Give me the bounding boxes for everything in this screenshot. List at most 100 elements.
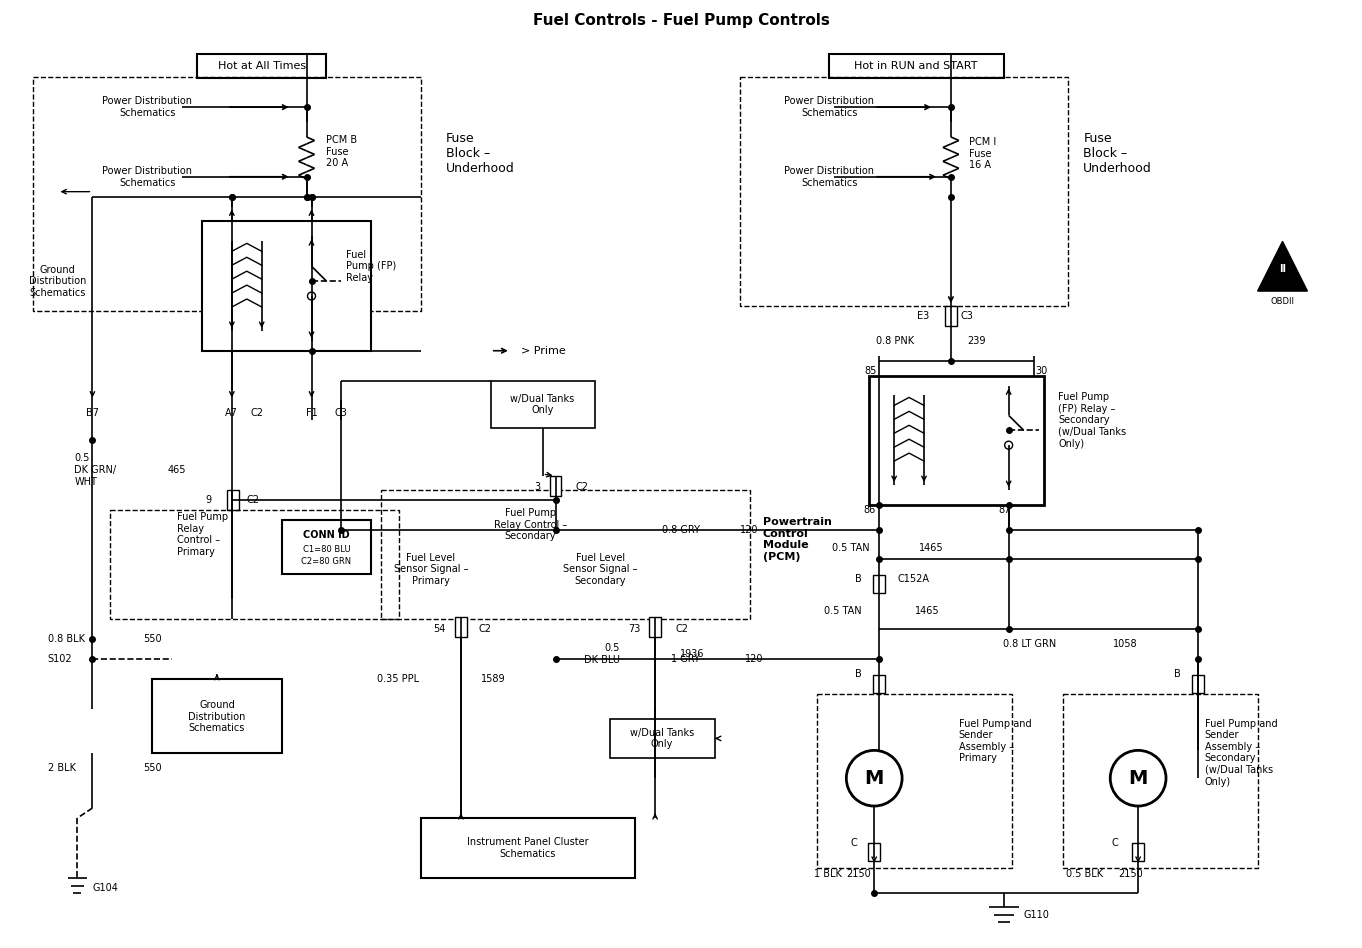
Text: C2: C2 [479, 624, 492, 634]
Text: 1589: 1589 [481, 674, 505, 684]
Text: C: C [850, 838, 857, 848]
Bar [873, 575, 885, 593]
Text: 86: 86 [864, 504, 876, 515]
Bar [110, 510, 399, 619]
Text: PCM I
Fuse
16 A: PCM I Fuse 16 A [968, 137, 996, 171]
Text: 1 GRY: 1 GRY [671, 654, 700, 664]
Text: C2: C2 [247, 495, 260, 505]
Text: > Prime: > Prime [520, 346, 565, 356]
Bar [817, 694, 1012, 867]
Text: 1465: 1465 [919, 542, 944, 553]
Text: Fuel Level
Sensor Signal –
Primary: Fuel Level Sensor Signal – Primary [394, 553, 469, 586]
Polygon shape [1257, 242, 1308, 291]
Text: S102: S102 [48, 654, 72, 664]
Text: C2: C2 [575, 482, 588, 492]
Bar [1192, 675, 1204, 693]
Text: 0.8 GRY: 0.8 GRY [662, 524, 700, 535]
Text: 1058: 1058 [1113, 639, 1137, 649]
Bar [202, 222, 372, 351]
Text: C2: C2 [251, 409, 263, 418]
Text: Fuel Pump and
Sender
Assembly –
Secondary
(w/Dual Tanks
Only): Fuel Pump and Sender Assembly – Secondar… [1205, 719, 1278, 787]
Text: II: II [1278, 266, 1287, 280]
Text: 0.5 BLK: 0.5 BLK [1066, 868, 1103, 879]
Bar [455, 617, 467, 637]
Bar [197, 54, 327, 79]
Text: C3: C3 [335, 409, 347, 418]
Text: M: M [1129, 769, 1148, 788]
Text: 0.5 TAN: 0.5 TAN [824, 606, 861, 616]
Bar [610, 719, 715, 758]
Text: B: B [854, 574, 861, 584]
Text: PCM B
Fuse
20 A: PCM B Fuse 20 A [327, 136, 358, 169]
Text: F1: F1 [305, 409, 317, 418]
Text: C152A: C152A [898, 574, 929, 584]
Text: Powertrain
Control
Module
(PCM): Powertrain Control Module (PCM) [763, 518, 832, 562]
Text: C2=80 GRN: C2=80 GRN [301, 557, 351, 566]
Text: II: II [1279, 266, 1286, 280]
Text: 87: 87 [998, 504, 1011, 515]
Bar [869, 375, 1043, 505]
Bar [227, 490, 238, 510]
Text: C1=80 BLU: C1=80 BLU [302, 545, 350, 554]
Bar [490, 380, 595, 428]
Text: 239: 239 [967, 336, 985, 346]
Text: M: M [865, 769, 884, 788]
Bar [381, 490, 749, 619]
Text: 465: 465 [168, 465, 187, 475]
Text: B7: B7 [86, 409, 99, 418]
Text: Power Distribution
Schematics: Power Distribution Schematics [102, 97, 192, 118]
Text: 0.8 BLK: 0.8 BLK [48, 634, 84, 644]
Text: Fuel
Pump (FP)
Relay: Fuel Pump (FP) Relay [346, 249, 396, 283]
Text: Instrument Panel Cluster
Schematics: Instrument Panel Cluster Schematics [467, 837, 588, 859]
Text: 120: 120 [740, 524, 759, 535]
Text: Power Distribution
Schematics: Power Distribution Schematics [785, 97, 874, 118]
Text: Fuel Level
Sensor Signal –
Secondary: Fuel Level Sensor Signal – Secondary [563, 553, 637, 586]
Text: 1 BLK: 1 BLK [814, 868, 842, 879]
Text: E3: E3 [917, 311, 929, 321]
Text: 0.8 PNK: 0.8 PNK [876, 336, 914, 346]
Bar [33, 78, 421, 311]
Text: B: B [854, 669, 861, 679]
Bar [650, 617, 661, 637]
Text: Fuel Pump and
Sender
Assembly –
Primary: Fuel Pump and Sender Assembly – Primary [959, 719, 1031, 763]
Text: w/Dual Tanks
Only: w/Dual Tanks Only [631, 728, 695, 749]
Text: Ground
Distribution
Schematics: Ground Distribution Schematics [29, 264, 86, 298]
Text: Power Distribution
Schematics: Power Distribution Schematics [785, 166, 874, 188]
Text: 54: 54 [433, 624, 445, 634]
Text: Ground
Distribution
Schematics: Ground Distribution Schematics [188, 700, 245, 733]
Bar [421, 818, 635, 878]
Text: Fuel Pump
Relay Control –
Secondary: Fuel Pump Relay Control – Secondary [494, 508, 567, 541]
Text: 2150: 2150 [1118, 868, 1143, 879]
Text: 1465: 1465 [915, 606, 940, 616]
Circle shape [846, 751, 902, 806]
Text: B: B [1174, 669, 1181, 679]
Text: 30: 30 [1035, 366, 1047, 375]
Text: Fuel Pump
(FP) Relay –
Secondary
(w/Dual Tanks
Only): Fuel Pump (FP) Relay – Secondary (w/Dual… [1058, 392, 1126, 448]
Bar [1064, 694, 1257, 867]
Text: 0.8 LT GRN: 0.8 LT GRN [1004, 639, 1057, 649]
Bar [873, 675, 885, 693]
Text: 550: 550 [143, 634, 162, 644]
Text: 2150: 2150 [846, 868, 872, 879]
Text: II: II [1279, 264, 1286, 274]
Text: G110: G110 [1024, 910, 1050, 921]
Bar [282, 520, 372, 574]
Text: Fuel Pump
Relay
Control –
Primary: Fuel Pump Relay Control – Primary [177, 512, 229, 557]
Text: Power Distribution
Schematics: Power Distribution Schematics [102, 166, 192, 188]
Text: Fuse
Block –
Underhood: Fuse Block – Underhood [1083, 132, 1152, 175]
Text: CONN ID: CONN ID [304, 530, 350, 539]
Circle shape [1110, 751, 1166, 806]
Text: 120: 120 [745, 654, 763, 664]
Bar [868, 843, 880, 861]
Text: 2 BLK: 2 BLK [48, 763, 76, 774]
Text: OBDII: OBDII [1271, 297, 1294, 305]
Text: 1936: 1936 [680, 649, 704, 659]
Text: 73: 73 [628, 624, 640, 634]
Text: A7: A7 [225, 409, 238, 418]
Text: Fuse
Block –
Underhood: Fuse Block – Underhood [445, 132, 515, 175]
Text: 550: 550 [143, 763, 162, 774]
Bar [153, 679, 282, 754]
Text: 0.5 TAN: 0.5 TAN [832, 542, 869, 553]
Bar [1132, 843, 1144, 861]
Text: Fuel Controls - Fuel Pump Controls: Fuel Controls - Fuel Pump Controls [533, 13, 829, 28]
